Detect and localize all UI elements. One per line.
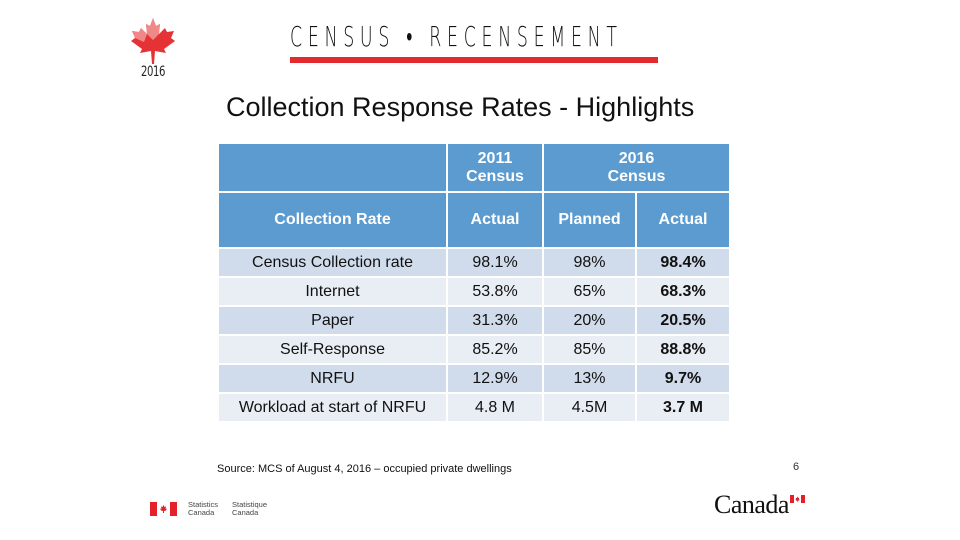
page-number: 6 — [793, 461, 800, 473]
row-label: Paper — [219, 307, 446, 334]
table-row: Internet 53.8% 65% 68.3% — [219, 278, 729, 305]
row-label: Internet — [219, 278, 446, 305]
table-row: Workload at start of NRFU 4.8 M 4.5M 3.7… — [219, 394, 729, 421]
col-header-2011-actual: Actual — [448, 193, 542, 247]
col-header-2016-actual: Actual — [637, 193, 729, 247]
row-label: Census Collection rate — [219, 249, 446, 276]
cell-2016-planned: 85% — [544, 336, 635, 363]
page-title: Collection Response Rates - Highlights — [226, 92, 695, 122]
cell-2016-actual: 9.7% — [637, 365, 729, 392]
cell-2011-actual: 85.2% — [448, 336, 542, 363]
agency-name-french: Statistique Canada — [232, 501, 267, 517]
cell-2016-planned: 4.5M — [544, 394, 635, 421]
table-row: Paper 31.3% 20% 20.5% — [219, 307, 729, 334]
table-row: Census Collection rate 98.1% 98% 98.4% — [219, 249, 729, 276]
col-header-collection-rate: Collection Rate — [219, 193, 446, 247]
maple-leaf-logo-icon — [131, 18, 175, 64]
table-row: Self-Response 85.2% 85% 88.8% — [219, 336, 729, 363]
agency-fr-line2: Canada — [232, 508, 259, 517]
agency-en-line1: Statistics — [188, 500, 219, 509]
group-header-2016-label: 2016 Census — [607, 149, 666, 185]
table-row: NRFU 12.9% 13% 9.7% — [219, 365, 729, 392]
row-label: NRFU — [219, 365, 446, 392]
row-label: Self-Response — [219, 336, 446, 363]
cell-2016-planned: 13% — [544, 365, 635, 392]
col-header-2016-planned: Planned — [544, 193, 635, 247]
cell-2016-planned: 65% — [544, 278, 635, 305]
agency-fr-line1: Statistique — [232, 500, 268, 509]
cell-2016-actual: 3.7 M — [637, 394, 729, 421]
cell-2016-actual: 20.5% — [637, 307, 729, 334]
group-header-2011-label: 2011 Census — [466, 149, 524, 185]
cell-2011-actual: 31.3% — [448, 307, 542, 334]
banner-red-rule — [290, 57, 658, 63]
agency-en-line2: Canada — [188, 508, 215, 517]
group-header-2011: 2011 Census — [448, 144, 542, 191]
cell-2016-actual: 88.8% — [637, 336, 729, 363]
canada-wordmark-flag-icon — [790, 495, 805, 503]
cell-2016-planned: 20% — [544, 307, 635, 334]
cell-2016-planned: 98% — [544, 249, 635, 276]
cell-2011-actual: 53.8% — [448, 278, 542, 305]
table-column-header-row: Collection Rate Actual Planned Actual — [219, 193, 729, 247]
census-banner-text: CENSUS • RECENSEMENT — [290, 20, 623, 53]
row-label: Workload at start of NRFU — [219, 394, 446, 421]
cell-2011-actual: 98.1% — [448, 249, 542, 276]
group-header-2016: 2016 Census — [544, 144, 729, 191]
agency-name-english: Statistics Canada — [188, 501, 218, 517]
table-group-header-row: 2011 Census 2016 Census — [219, 144, 729, 191]
canada-flag-icon — [150, 502, 177, 516]
response-rates-table: 2011 Census 2016 Census Collection Rate … — [217, 142, 731, 423]
cell-2011-actual: 4.8 M — [448, 394, 542, 421]
group-header-blank — [219, 144, 446, 191]
canada-wordmark: Canada — [714, 490, 789, 519]
cell-2011-actual: 12.9% — [448, 365, 542, 392]
cell-2016-actual: 98.4% — [637, 249, 729, 276]
cell-2016-actual: 68.3% — [637, 278, 729, 305]
source-note: Source: MCS of August 4, 2016 – occupied… — [217, 463, 512, 475]
logo-year: 2016 — [140, 64, 166, 80]
